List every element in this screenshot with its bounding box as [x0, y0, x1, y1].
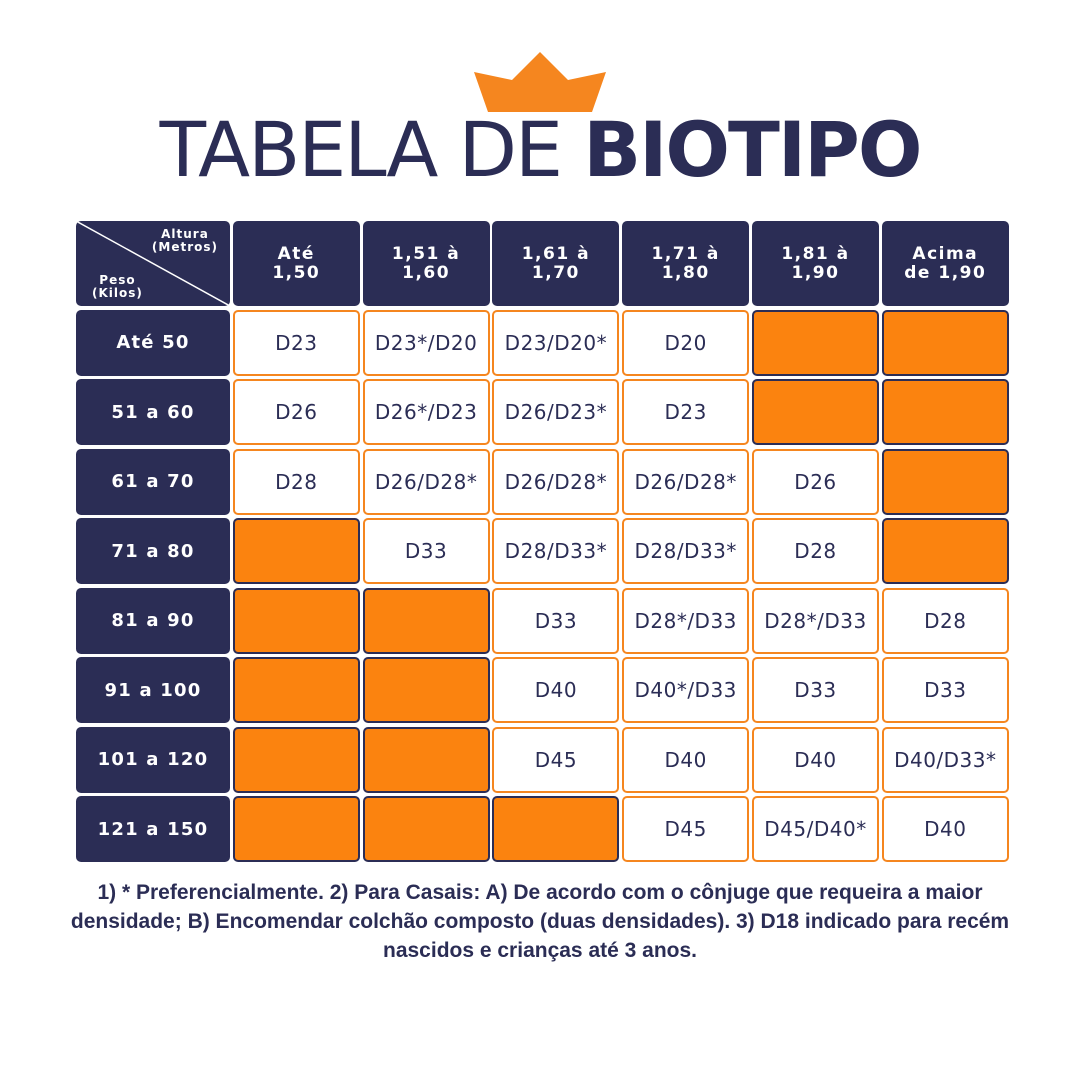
weight-axis-label: Peso (Kilos) — [92, 273, 143, 300]
row-label: 81 a 90 — [76, 587, 230, 654]
density-cell: D26 — [751, 448, 879, 515]
not-applicable-cell — [232, 657, 360, 723]
density-cell: D28 — [881, 587, 1009, 654]
row-label: 71 a 80 — [76, 518, 230, 584]
not-applicable-cell — [881, 309, 1009, 376]
not-applicable-cell — [362, 796, 490, 862]
not-applicable-cell — [881, 379, 1009, 445]
diagonal-divider — [76, 221, 230, 306]
corner-header: Altura (Metros) Peso (Kilos) — [76, 221, 230, 306]
density-cell: D28 — [232, 448, 360, 515]
not-applicable-cell — [232, 796, 360, 862]
density-cell: D23 — [232, 309, 360, 376]
title-bold: BIOTIPO — [583, 105, 922, 194]
density-cell: D40/D33* — [881, 726, 1009, 793]
column-header: Acima de 1,90 — [881, 221, 1009, 306]
row-label: 101 a 120 — [76, 726, 230, 793]
not-applicable-cell — [362, 657, 490, 723]
not-applicable-cell — [362, 587, 490, 654]
density-cell: D28/D33* — [622, 518, 750, 584]
not-applicable-cell — [751, 309, 879, 376]
density-cell: D33 — [881, 657, 1009, 723]
column-header: Até 1,50 — [232, 221, 360, 306]
density-cell: D45/D40* — [751, 796, 879, 862]
density-cell: D33 — [362, 518, 490, 584]
density-cell: D33 — [492, 587, 620, 654]
density-cell: D40 — [751, 726, 879, 793]
density-cell: D26/D28* — [362, 448, 490, 515]
density-cell: D40 — [492, 657, 620, 723]
crown-icon — [474, 52, 606, 112]
row-label: 121 a 150 — [76, 796, 230, 862]
not-applicable-cell — [232, 518, 360, 584]
density-cell: D26/D28* — [622, 448, 750, 515]
density-cell: D40*/D33 — [622, 657, 750, 723]
footnote: 1) * Preferencialmente. 2) Para Casais: … — [70, 881, 1010, 962]
not-applicable-cell — [881, 448, 1009, 515]
density-cell: D28 — [751, 518, 879, 584]
not-applicable-cell — [232, 726, 360, 793]
density-cell: D28/D33* — [492, 518, 620, 584]
not-applicable-cell — [751, 379, 879, 445]
density-cell: D26*/D23 — [362, 379, 490, 445]
height-axis-label: Altura (Metros) — [151, 227, 218, 254]
row-label: Até 50 — [76, 309, 230, 376]
column-header: 1,81 à 1,90 — [751, 221, 879, 306]
row-label: 91 a 100 — [76, 657, 230, 723]
page-title: TABELA DE BIOTIPO — [0, 108, 1080, 192]
column-header: 1,51 à 1,60 — [362, 221, 490, 306]
density-cell: D28*/D33 — [622, 587, 750, 654]
density-cell: D45 — [622, 796, 750, 862]
column-header: 1,61 à 1,70 — [492, 221, 620, 306]
not-applicable-cell — [232, 587, 360, 654]
biotype-table: Altura (Metros) Peso (Kilos) Até 1,50 1,5… — [76, 221, 1009, 864]
column-header: 1,71 à 1,80 — [622, 221, 750, 306]
density-cell: D26 — [232, 379, 360, 445]
density-cell: D20 — [622, 309, 750, 376]
density-cell: D45 — [492, 726, 620, 793]
title-light: TABELA DE — [159, 105, 563, 194]
density-cell: D26/D28* — [492, 448, 620, 515]
density-cell: D23*/D20 — [362, 309, 490, 376]
not-applicable-cell — [881, 518, 1009, 584]
row-label: 61 a 70 — [76, 448, 230, 515]
density-cell: D26/D23* — [492, 379, 620, 445]
not-applicable-cell — [492, 796, 620, 862]
not-applicable-cell — [362, 726, 490, 793]
density-cell: D33 — [751, 657, 879, 723]
density-cell: D40 — [881, 796, 1009, 862]
density-cell: D23/D20* — [492, 309, 620, 376]
density-cell: D23 — [622, 379, 750, 445]
density-cell: D28*/D33 — [751, 587, 879, 654]
row-label: 51 a 60 — [76, 379, 230, 445]
density-cell: D40 — [622, 726, 750, 793]
